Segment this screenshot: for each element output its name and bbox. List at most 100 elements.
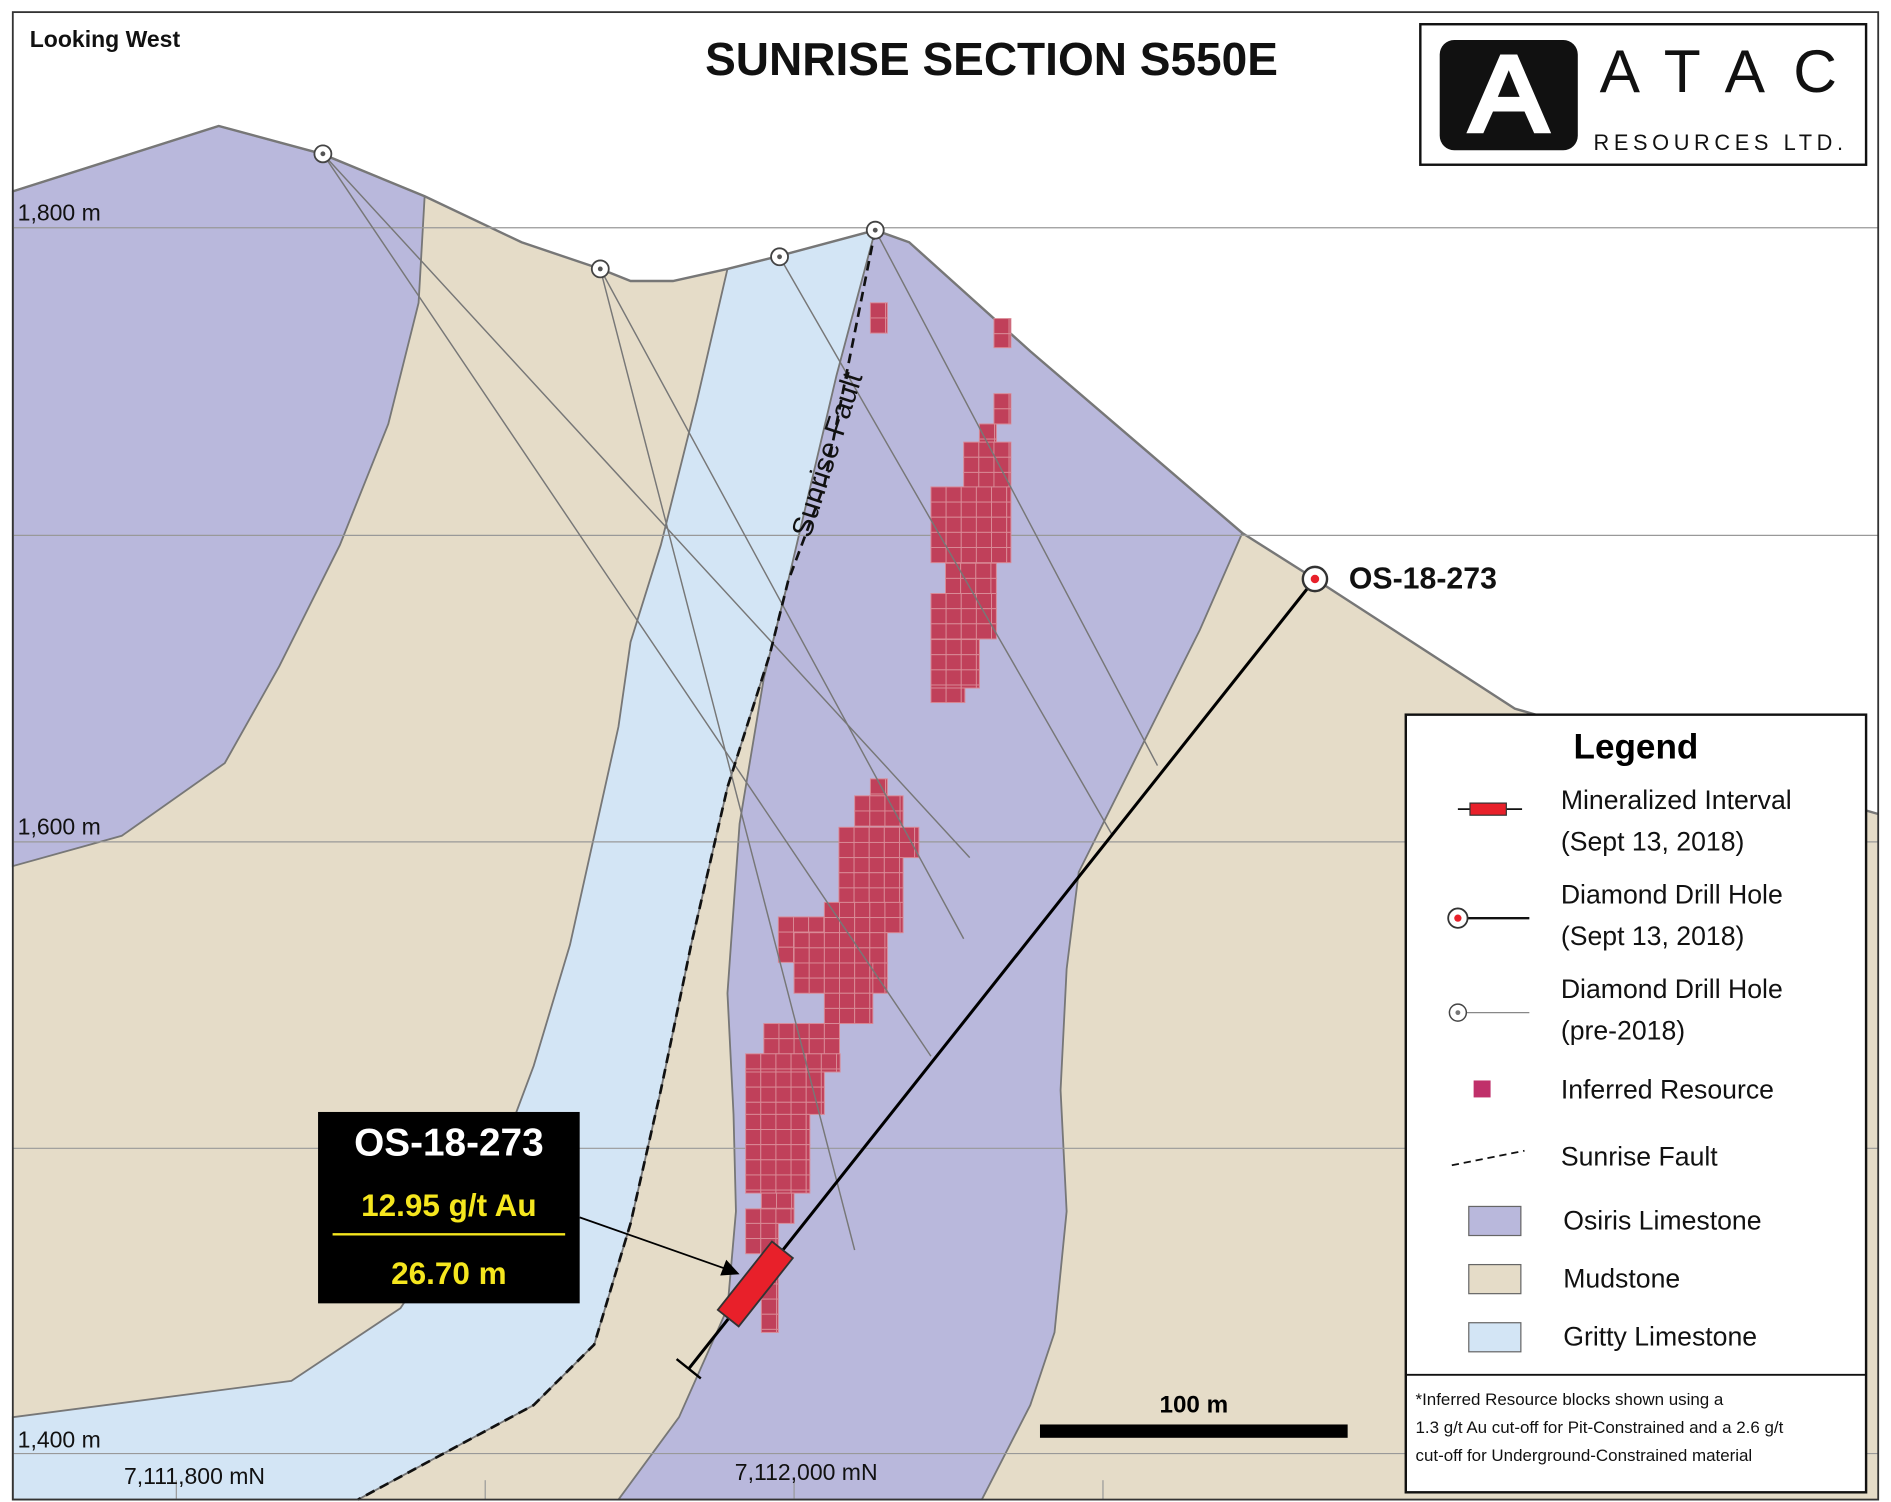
sunrise-fault-line bbox=[357, 229, 877, 1501]
drill-collar-icon bbox=[313, 144, 333, 164]
resource-block bbox=[808, 916, 825, 933]
drill-collar-icon bbox=[865, 220, 885, 240]
resource-block bbox=[869, 795, 886, 812]
resource-block bbox=[869, 302, 887, 319]
resource-block bbox=[899, 901, 904, 919]
resource-block bbox=[945, 669, 962, 686]
resource-block bbox=[777, 946, 794, 963]
resource-block bbox=[775, 1129, 792, 1146]
resource-block bbox=[808, 977, 825, 994]
legend-label: Mudstone bbox=[1563, 1264, 1680, 1294]
resource-block bbox=[884, 917, 901, 934]
resource-block bbox=[960, 669, 977, 686]
resource-block bbox=[883, 841, 900, 859]
resource-block bbox=[930, 639, 947, 656]
drill-trace bbox=[599, 268, 856, 1251]
resource-block bbox=[854, 992, 871, 1009]
resource-block bbox=[963, 456, 980, 473]
resource-block bbox=[760, 1208, 777, 1224]
resource-block bbox=[793, 947, 810, 964]
new-drill-collar-icon bbox=[1301, 565, 1329, 593]
drill-hole-label: OS-18-273 bbox=[1349, 563, 1497, 596]
resource-block bbox=[960, 547, 977, 564]
resource-block bbox=[793, 932, 810, 949]
resource-block bbox=[975, 654, 980, 671]
resource-block bbox=[823, 932, 840, 949]
resource-block bbox=[914, 826, 920, 843]
resource-block bbox=[775, 1144, 792, 1161]
resource-block bbox=[760, 1159, 777, 1176]
resource-block bbox=[991, 516, 1008, 533]
resource-block bbox=[1008, 441, 1012, 458]
resource-block bbox=[805, 1053, 822, 1070]
pre-2018-collars bbox=[313, 144, 885, 279]
scale-bar: 100 m bbox=[1039, 1391, 1348, 1438]
resource-block bbox=[854, 795, 871, 812]
new-drill-hole-icon bbox=[1447, 907, 1469, 929]
mineralized-interval-icon bbox=[1469, 802, 1507, 816]
resource-block bbox=[975, 547, 993, 564]
drill-trace bbox=[874, 229, 1159, 766]
resource-block bbox=[930, 531, 947, 548]
resource-block bbox=[745, 1208, 762, 1224]
resource-block bbox=[898, 857, 904, 874]
resource-block bbox=[839, 962, 856, 979]
resource-block bbox=[945, 623, 962, 640]
drill-collar-icon bbox=[770, 247, 789, 267]
resource-block bbox=[760, 1053, 777, 1070]
resource-block bbox=[745, 1159, 762, 1176]
resource-block bbox=[1008, 393, 1012, 410]
resource-block bbox=[823, 917, 840, 934]
resource-block bbox=[963, 471, 980, 488]
legend-note: cut-off for Underground-Constrained mate… bbox=[1415, 1446, 1752, 1465]
fault-icon bbox=[1451, 1149, 1525, 1167]
resource-block bbox=[960, 687, 966, 704]
resource-block bbox=[820, 1071, 825, 1088]
resource-block bbox=[790, 1071, 807, 1088]
resource-block bbox=[854, 917, 871, 934]
axis-labels: 1,800 m 1,600 m 1,400 m 7,111,800 mN 7,1… bbox=[18, 199, 878, 1488]
resource-block bbox=[993, 318, 1010, 335]
resource-block bbox=[885, 317, 888, 334]
intercept-callout: OS-18-273 12.95 g/t Au 26.70 m bbox=[318, 1111, 740, 1304]
page-title: SUNRISE SECTION S550E bbox=[705, 33, 1278, 85]
resource-block bbox=[1008, 408, 1012, 425]
resource-block bbox=[883, 857, 900, 874]
resource-block bbox=[823, 947, 840, 964]
resource-block bbox=[839, 901, 856, 919]
legend-label: Diamond Drill Hole bbox=[1561, 880, 1783, 910]
resource-block bbox=[838, 857, 855, 874]
resource-block bbox=[775, 1053, 792, 1070]
resource-block bbox=[790, 1208, 795, 1224]
resource-block bbox=[869, 992, 874, 1009]
elevation-label: 1,600 m bbox=[18, 814, 101, 840]
inferred-resource-icon bbox=[1473, 1080, 1491, 1098]
resource-block bbox=[805, 1159, 811, 1176]
resource-block bbox=[975, 516, 993, 533]
resource-block bbox=[869, 977, 874, 994]
resource-block bbox=[775, 1159, 792, 1176]
map-frame bbox=[11, 11, 1880, 1501]
resource-block bbox=[777, 916, 794, 933]
mineralized-interval bbox=[716, 1240, 795, 1328]
resource-block bbox=[885, 778, 888, 795]
resource-block bbox=[790, 1101, 807, 1115]
resource-block bbox=[991, 486, 1008, 503]
resource-block bbox=[760, 1071, 777, 1088]
resource-block bbox=[745, 1174, 762, 1191]
resource-block bbox=[930, 501, 947, 518]
resource-block bbox=[775, 1174, 792, 1191]
old-drill-hole-icon bbox=[1448, 1003, 1468, 1022]
resource-block bbox=[960, 654, 977, 671]
resource-block bbox=[991, 623, 997, 640]
resource-block bbox=[776, 1328, 779, 1333]
view-direction: Looking West bbox=[30, 26, 181, 52]
resource-block bbox=[823, 962, 840, 979]
resource-block bbox=[868, 857, 885, 874]
resource-block bbox=[853, 872, 870, 889]
legend-label: (Sept 13, 2018) bbox=[1561, 826, 1745, 856]
northing-label: 7,112,000 mN bbox=[735, 1459, 878, 1485]
resource-block bbox=[763, 1023, 780, 1040]
resource-block bbox=[869, 947, 886, 964]
logo-subtitle: RESOURCES LTD. bbox=[1594, 130, 1844, 155]
